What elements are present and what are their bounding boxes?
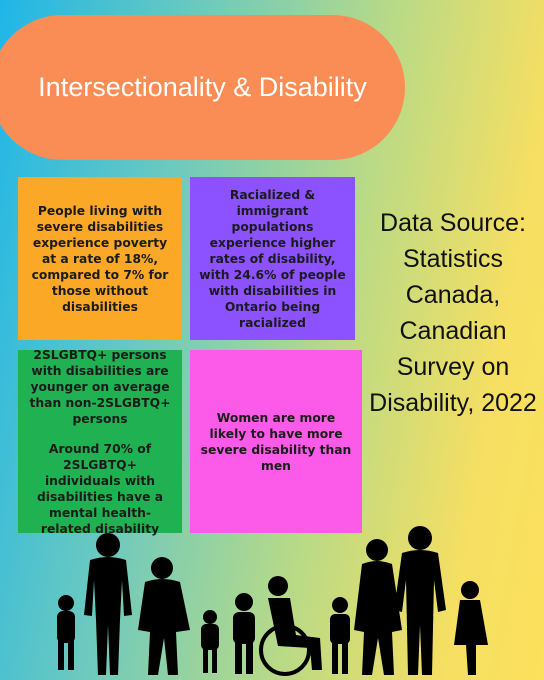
people-silhouettes: [57, 526, 488, 676]
fact-text: 2SLGBTQ+ persons with disabilities are y…: [29, 347, 171, 426]
fact-box: Women are more likely to have more sever…: [190, 350, 362, 533]
fact-box: Racialized & immigrant populations exper…: [190, 177, 355, 340]
fact-text: Around 70% of 2SLGBTQ+ individuals with …: [36, 441, 164, 536]
fact-text: People living with severe disabilities e…: [31, 203, 169, 314]
fact-box: People living with severe disabilities e…: [18, 177, 182, 340]
data-source: Data Source: Statistics Canada, Canadian…: [369, 209, 537, 417]
title: Intersectionality & Disability: [38, 72, 367, 102]
fact-text: Women are more likely to have more sever…: [200, 410, 352, 473]
fact-box: 2SLGBTQ+ persons with disabilities are y…: [18, 347, 182, 536]
fact-text: Racialized & immigrant populations exper…: [199, 187, 346, 330]
title-pill: Intersectionality & Disability: [0, 15, 405, 160]
